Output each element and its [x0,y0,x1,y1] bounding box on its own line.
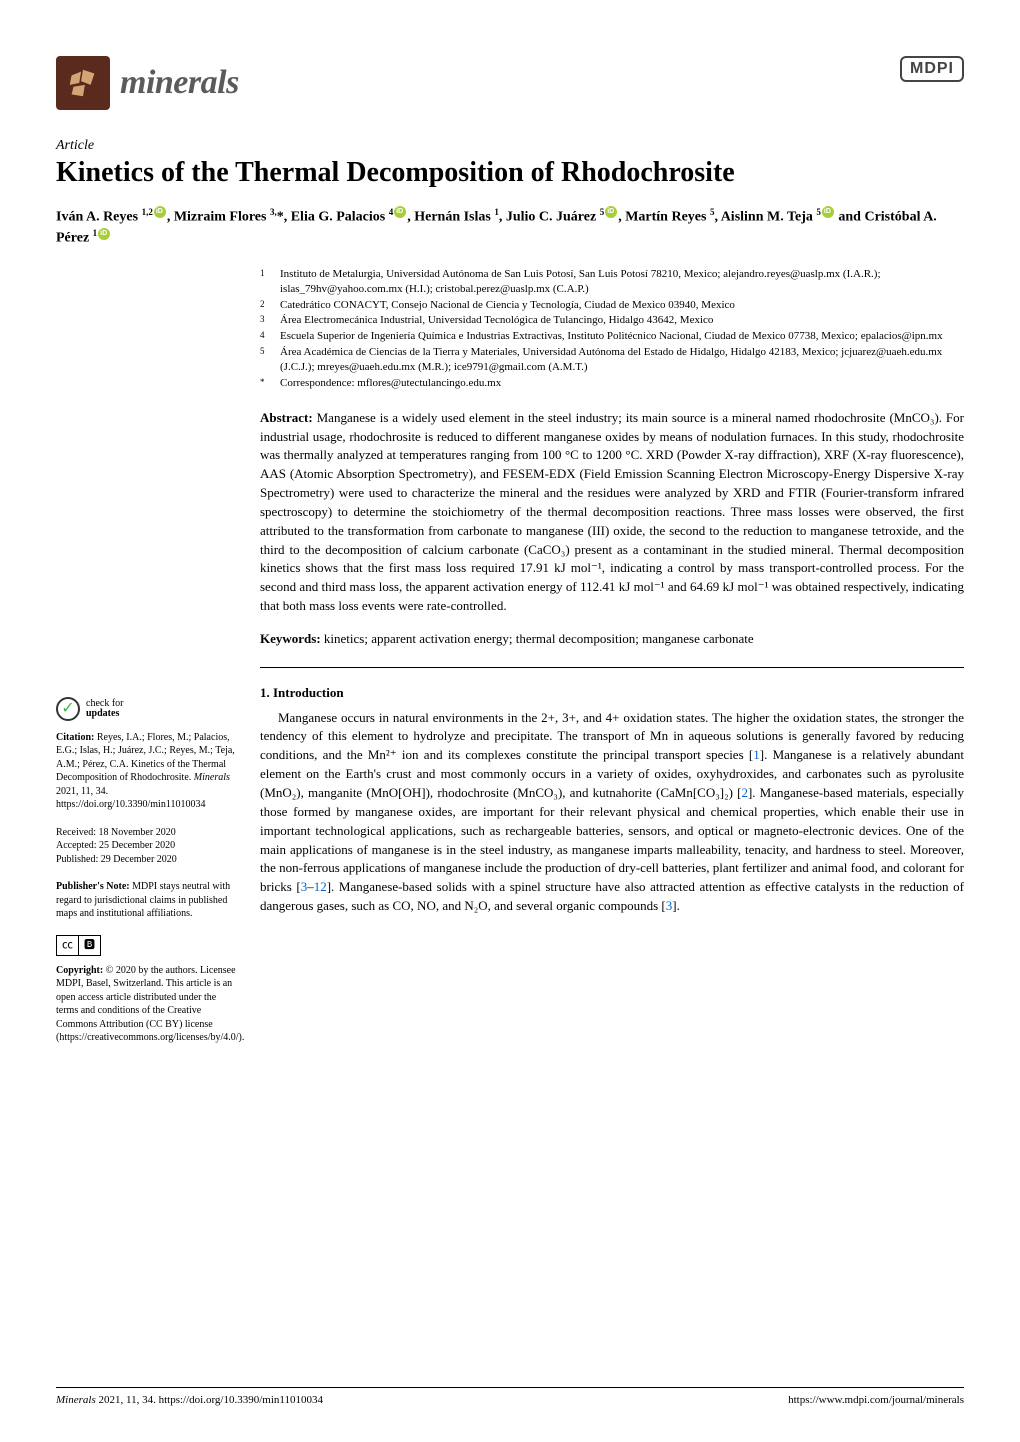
footer-right: https://www.mdpi.com/journal/minerals [788,1394,964,1406]
affiliation-row: 4 Escuela Superior de Ingeniería Química … [260,329,964,344]
published-date: Published: 29 December 2020 [56,853,236,867]
affiliation-row: 3 Área Electromecánica Industrial, Univer… [260,313,964,328]
dates-block: Received: 18 November 2020 Accepted: 25 … [56,826,236,867]
section-1-body: Manganese occurs in natural environments… [260,709,964,916]
keywords-block: Keywords: kinetics; apparent activation … [260,630,964,649]
citation-block: Citation: Reyes, I.A.; Flores, M.; Palac… [56,731,236,812]
section-1-para: Manganese occurs in natural environments… [260,709,964,916]
affiliation-text: Correspondence: mflores@utectulancingo.e… [280,376,501,391]
received-date: Received: 18 November 2020 [56,826,236,840]
affiliation-text: Instituto de Metalurgia, Universidad Aut… [280,267,964,297]
citation-label: Citation: [56,732,94,743]
orcid-icon [98,228,110,240]
affiliations-list: 1 Instituto de Metalurgia, Universidad Au… [260,267,964,391]
keywords-label: Keywords: [260,631,321,646]
copyright-block: Copyright: © 2020 by the authors. Licens… [56,964,236,1045]
affiliation-num: 4 [260,329,270,344]
affiliation-text: Área Electromecánica Industrial, Univers… [280,313,713,328]
affiliation-row: 2 Catedrático CONACYT, Consejo Nacional d… [260,298,964,313]
main-column: 1 Instituto de Metalurgia, Universidad Au… [260,267,964,1059]
abstract-text: Manganese is a widely used element in th… [260,410,964,613]
check-updates-text: check for updates [86,699,123,719]
orcid-icon [822,206,834,218]
mdpi-logo: MDPI [900,56,964,82]
publisher-note-block: Publisher's Note: MDPI stays neutral wit… [56,880,236,921]
affiliation-num: 3 [260,313,270,328]
affiliation-num: * [260,376,270,391]
minerals-logo-icon [56,56,110,110]
by-icon: 🅱 [79,936,100,955]
check-for-updates-badge[interactable]: ✓ check for updates [56,697,236,721]
affiliation-row: 1 Instituto de Metalurgia, Universidad Au… [260,267,964,297]
affiliation-row: 5 Área Académica de Ciencias de la Tierra… [260,345,964,375]
affiliation-text: Área Académica de Ciencias de la Tierra … [280,345,964,375]
orcid-icon [154,206,166,218]
footer-rest: 2021, 11, 34. https://doi.org/10.3390/mi… [96,1394,323,1406]
keywords-text: kinetics; apparent activation energy; th… [321,631,754,646]
accepted-date: Accepted: 25 December 2020 [56,839,236,853]
affiliation-text: Escuela Superior de Ingeniería Química e… [280,329,943,344]
pubnote-label: Publisher's Note: [56,881,130,892]
copyright-label: Copyright: [56,965,103,976]
abstract-label: Abstract: [260,410,313,425]
page-header: minerals MDPI [56,56,964,110]
abstract-block: Abstract: Manganese is a widely used ele… [260,409,964,616]
affiliation-num: 2 [260,298,270,313]
check-line2: updates [86,709,123,719]
author-list: Iván A. Reyes 1,2, Mizraim Flores 3,*, E… [56,206,964,249]
citation-journal: Minerals [194,772,230,783]
footer-journal: Minerals [56,1394,96,1406]
copyright-text: © 2020 by the authors. Licensee MDPI, Ba… [56,965,244,1044]
page-footer: Minerals 2021, 11, 34. https://doi.org/1… [56,1387,964,1406]
affiliation-num: 1 [260,267,270,297]
sidebar-column: ✓ check for updates Citation: Reyes, I.A… [56,267,236,1059]
divider [260,667,964,668]
article-title: Kinetics of the Thermal Decomposition of… [56,156,964,190]
journal-name: minerals [120,64,239,102]
cc-icon: ㏄ [57,936,79,955]
affiliation-row: * Correspondence: mflores@utectulancingo.… [260,376,964,391]
affiliation-text: Catedrático CONACYT, Consejo Nacional de… [280,298,735,313]
orcid-icon [394,206,406,218]
citation-rest: 2021, 11, 34. https://doi.org/10.3390/mi… [56,786,205,811]
article-type: Article [56,138,964,154]
journal-logo: minerals [56,56,239,110]
footer-left: Minerals 2021, 11, 34. https://doi.org/1… [56,1394,323,1406]
section-1-heading: 1. Introduction [260,684,964,703]
cc-by-badge[interactable]: ㏄ 🅱 [56,935,101,956]
orcid-icon [605,206,617,218]
affiliation-num: 5 [260,345,270,375]
checkmark-icon: ✓ [56,697,80,721]
